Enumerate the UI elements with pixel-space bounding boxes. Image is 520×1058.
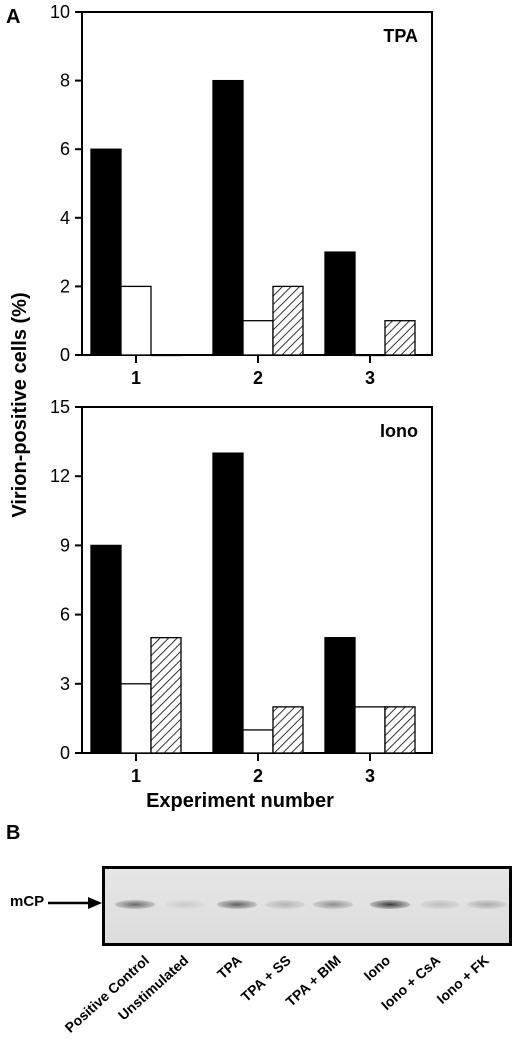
bar: [354, 354, 386, 357]
panel-b-label: B: [6, 822, 21, 844]
x-tick-label: 1: [131, 368, 141, 388]
y-tick-label: 2: [60, 276, 70, 296]
bar: [120, 285, 152, 356]
gel-band: [313, 900, 353, 909]
x-tick-label: 1: [131, 766, 141, 786]
gel-band: [467, 900, 507, 909]
y-tick-label: 8: [60, 71, 70, 91]
bar: [120, 683, 152, 754]
chart-title: TPA: [383, 26, 418, 46]
gel-lane-label: Iono + FK: [433, 952, 492, 1007]
x-axis-label: Experiment number: [146, 790, 334, 812]
gel-band: [420, 900, 460, 909]
bar: [212, 79, 244, 356]
bar: [384, 706, 416, 754]
y-tick-label: 6: [60, 139, 70, 159]
bar: [212, 452, 244, 754]
y-tick-label: 0: [60, 345, 70, 365]
y-tick-label: 6: [60, 605, 70, 625]
bar: [272, 285, 304, 356]
bar: [90, 544, 122, 754]
y-tick-label: 4: [60, 208, 70, 228]
gel-lane-label: Unstimulated: [114, 952, 192, 1024]
gel-lane-label: Iono: [360, 952, 394, 984]
bar: [150, 637, 182, 754]
chart-title: Iono: [380, 421, 418, 441]
y-axis-label: Virion-positive cells (%): [9, 292, 31, 517]
bar: [324, 637, 356, 754]
gel-band: [165, 900, 205, 909]
y-tick-label: 12: [50, 466, 70, 486]
bar: [384, 320, 416, 356]
bar: [90, 148, 122, 356]
bar: [150, 354, 182, 357]
y-tick-label: 15: [50, 397, 70, 417]
y-tick-label: 0: [60, 743, 70, 763]
y-tick-label: 10: [50, 2, 70, 22]
bar: [242, 320, 274, 356]
arrow-right-icon: [48, 897, 102, 909]
gel-band: [265, 900, 305, 909]
x-tick-label: 3: [365, 766, 375, 786]
mcp-band-label: mCP: [10, 893, 45, 910]
y-tick-label: 3: [60, 674, 70, 694]
y-tick-label: 9: [60, 535, 70, 555]
gel-band: [370, 900, 410, 909]
bar: [354, 706, 386, 754]
x-tick-label: 2: [253, 766, 263, 786]
gel-lane-label: TPA: [213, 952, 245, 982]
bar: [324, 251, 356, 356]
western-blot-gel: [102, 866, 512, 946]
bar: [272, 706, 304, 754]
gel-band: [115, 900, 155, 909]
x-tick-label: 3: [365, 368, 375, 388]
bar: [242, 729, 274, 754]
panel-a-label: A: [6, 6, 21, 28]
x-tick-label: 2: [253, 368, 263, 388]
gel-band: [217, 900, 257, 909]
